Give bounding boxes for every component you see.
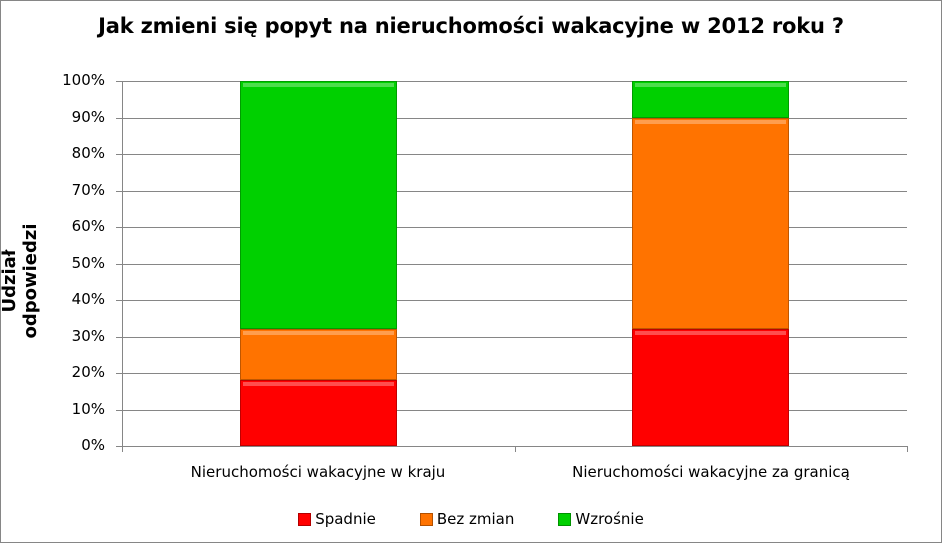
x-category-label: Nieruchomości wakacyjne w kraju [190,463,446,481]
gridline [122,263,907,265]
legend-swatch [558,512,572,526]
legend-label: Wzrośnie [575,510,644,528]
gridline [122,227,907,228]
legend-label: Bez zmian [436,510,515,528]
x-category-label: Nieruchomości wakacyjne za granicą [572,463,850,481]
y-tick-label: 90% [71,107,105,126]
gridline [122,154,907,155]
y-tick-label: 60% [71,217,105,235]
bar-segment-spadnie [239,380,397,446]
y-tick [116,300,122,301]
y-tick [116,336,122,338]
y-tick [116,409,122,411]
x-tick [514,446,516,452]
gridline [122,117,907,119]
y-tick-label: 30% [71,326,105,345]
gridline [122,300,907,301]
legend-item: Spadnie [298,510,376,528]
bar-segment-bez-zmian [239,329,397,381]
bar-segment-wzrośnie [239,81,397,330]
stacked-bar [632,81,790,446]
legend-item: Wzrośnie [558,510,644,528]
gridline [122,336,907,338]
y-tick [116,446,122,447]
stacked-bar [239,81,397,446]
bar-segment-spadnie [632,329,790,446]
y-tick-label: 20% [71,363,105,381]
legend-item: Bez zmian [419,510,515,528]
bar-segment-bez-zmian [632,117,790,330]
y-tick [116,190,122,192]
y-tick [116,81,122,82]
gridline [122,190,907,192]
y-tick [116,227,122,228]
y-tick-label: 50% [71,253,105,272]
y-tick [116,373,122,374]
y-tick-label: 100% [62,71,105,89]
x-tick [122,446,123,452]
plot-area [116,81,908,452]
legend: Spadnie Bez zmian Wzrośnie [0,510,942,528]
y-tick-label: 0% [81,436,105,454]
y-tick-label: 70% [71,180,105,199]
y-tick-label: 10% [71,399,105,418]
gridline [122,409,907,411]
gridline [122,373,907,374]
gridline [122,81,907,82]
y-tick-label: 80% [71,144,105,162]
legend-swatch [419,512,433,526]
y-tick-label: 40% [71,290,105,308]
y-tick [116,263,122,265]
x-tick [907,446,908,452]
chart-title: Jak zmieni się popyt na nieruchomości wa… [98,14,844,38]
legend-label: Spadnie [315,510,376,528]
y-tick [116,154,122,155]
legend-swatch [298,512,312,526]
bar-segment-wzrośnie [632,81,790,118]
y-tick [116,117,122,119]
